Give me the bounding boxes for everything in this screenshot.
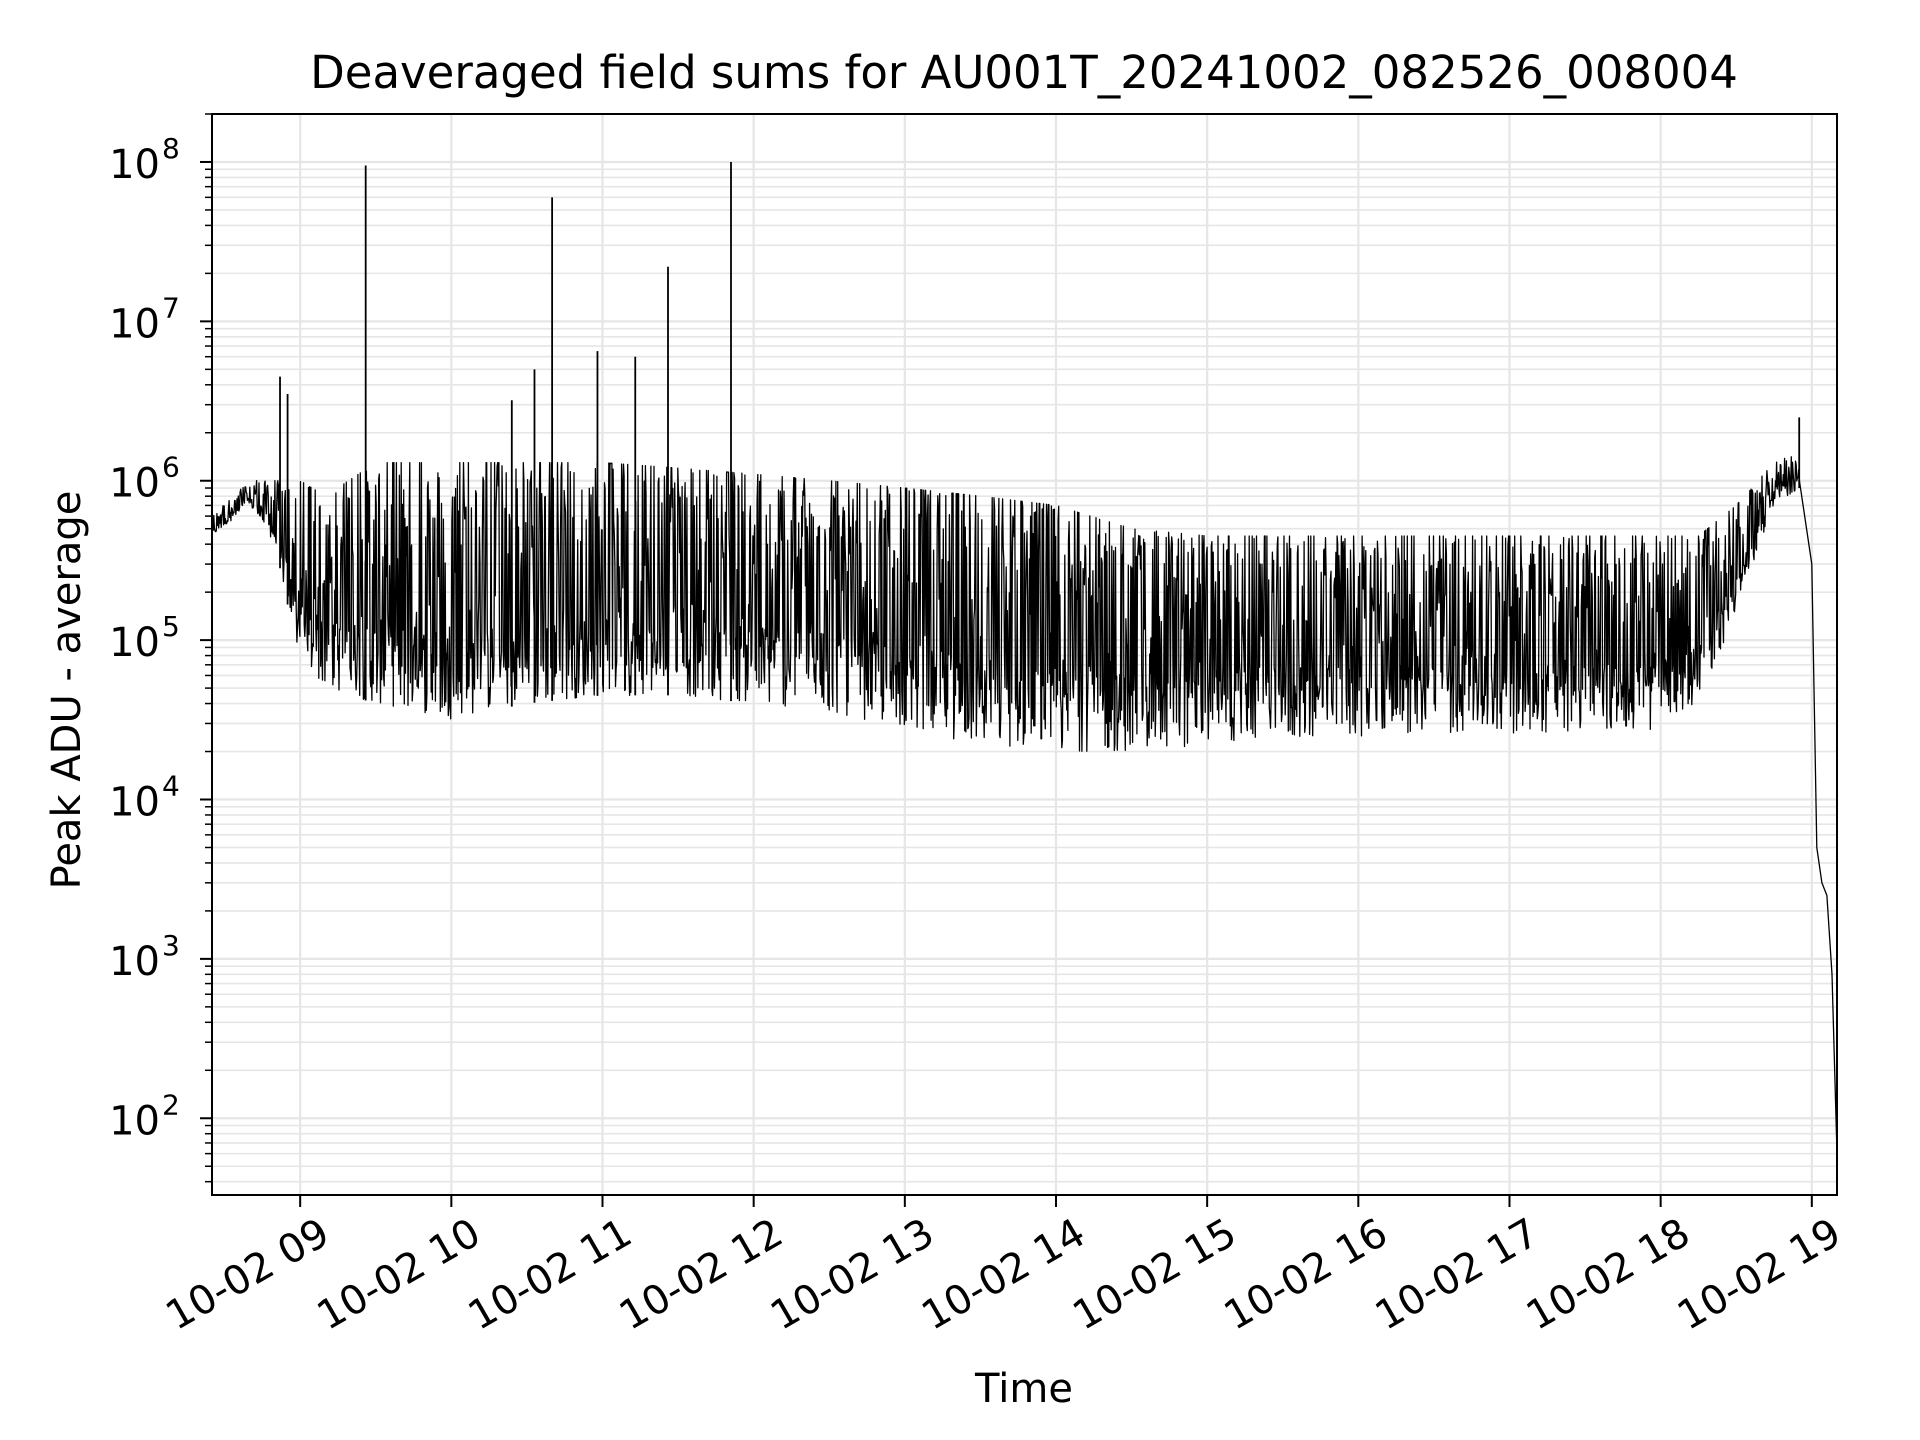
y-tick-exponent: 6 bbox=[162, 451, 180, 484]
y-tick-exponent: 7 bbox=[162, 291, 180, 324]
plot-frame bbox=[211, 113, 1838, 1196]
y-tick-exponent: 5 bbox=[162, 610, 180, 643]
y-tick-exponent: 3 bbox=[162, 929, 180, 962]
y-tick-label: 10 bbox=[109, 1098, 160, 1144]
chart-title: Deaveraged field sums for AU001T_2024100… bbox=[310, 46, 1738, 99]
y-tick-exponent: 4 bbox=[162, 769, 180, 802]
x-axis-label: Time bbox=[974, 1366, 1073, 1412]
y-tick-label: 10 bbox=[109, 461, 160, 507]
y-tick-label: 10 bbox=[109, 779, 160, 825]
y-tick-exponent: 8 bbox=[162, 132, 180, 165]
y-tick-label: 10 bbox=[109, 301, 160, 347]
y-tick-label: 10 bbox=[109, 939, 160, 985]
y-tick-label: 10 bbox=[109, 142, 160, 188]
y-axis-label: Peak ADU - average bbox=[44, 491, 90, 890]
y-tick-label: 10 bbox=[109, 620, 160, 666]
series-line bbox=[211, 161, 1838, 1154]
y-tick-exponent: 2 bbox=[162, 1088, 180, 1121]
series-trace bbox=[211, 456, 1838, 1154]
